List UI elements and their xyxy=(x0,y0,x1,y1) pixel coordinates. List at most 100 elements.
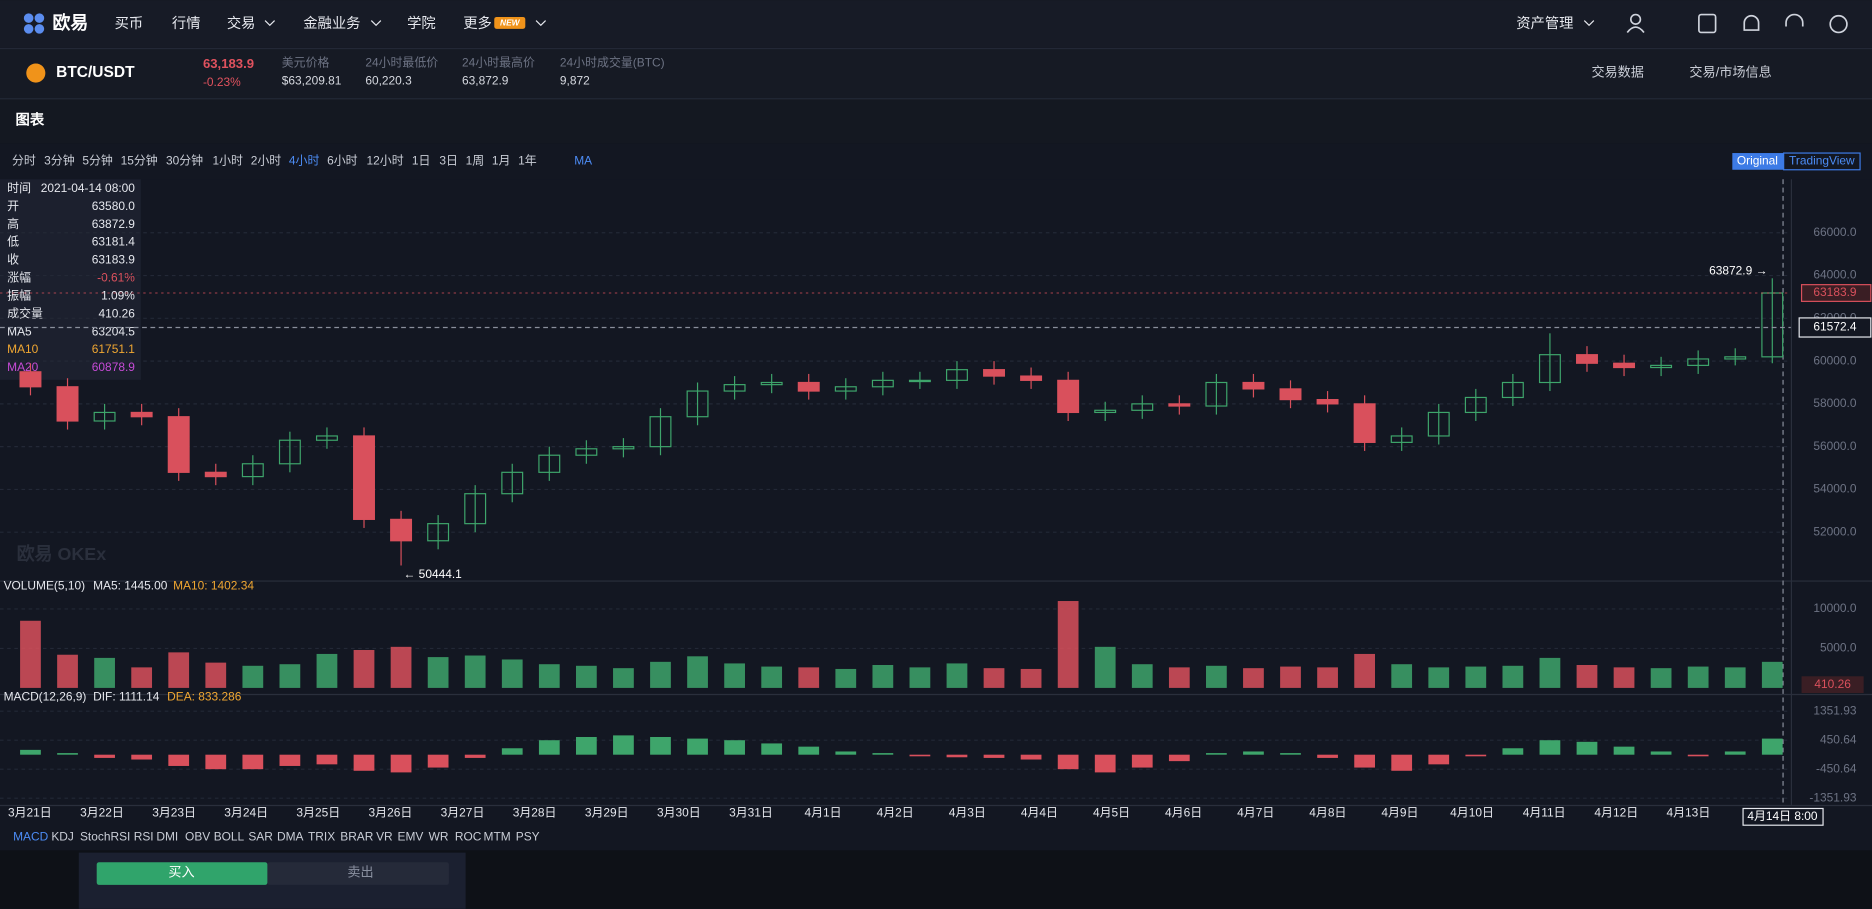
bell-icon[interactable] xyxy=(1743,14,1760,31)
user-icon[interactable] xyxy=(1626,26,1645,33)
indicator-tab[interactable]: TRIX xyxy=(308,829,335,843)
macd-bar xyxy=(1761,738,1783,755)
info-panel xyxy=(0,179,141,380)
x-tick-label: 3月21日 xyxy=(8,805,52,819)
volume-bar xyxy=(316,653,338,688)
sell-button[interactable] xyxy=(267,862,449,885)
interval[interactable]: 30分钟 xyxy=(166,154,203,168)
indicator-tab[interactable]: PSY xyxy=(516,829,540,843)
nav-item[interactable]: 交易 xyxy=(227,14,256,32)
nav-item[interactable]: 行情 xyxy=(172,15,201,32)
x-tick-label: 4月1日 xyxy=(805,805,842,819)
indicator-tab[interactable]: WR xyxy=(429,829,449,843)
user-icon[interactable] xyxy=(1630,13,1642,25)
macd-dif: DIF: 1111.14 xyxy=(93,690,160,704)
candle-body xyxy=(1464,396,1487,414)
nav-item[interactable]: 买币 xyxy=(115,15,144,32)
macd-bar xyxy=(131,754,153,760)
buy-button[interactable] xyxy=(96,862,268,885)
mode-original[interactable]: Original xyxy=(1737,154,1778,168)
account-menu[interactable]: 资产管理 xyxy=(1516,15,1573,32)
info-label: 高 xyxy=(7,217,19,231)
volume-bar xyxy=(687,656,708,688)
volume-bar xyxy=(57,654,78,688)
interval[interactable]: 1日 xyxy=(412,154,431,168)
pair[interactable]: BTC/USDT xyxy=(56,64,135,81)
interval[interactable]: 1月 xyxy=(492,154,511,168)
indicator-tab[interactable]: KDJ xyxy=(51,829,74,843)
interval[interactable]: 12小时 xyxy=(367,154,404,168)
macd-bar xyxy=(353,754,375,771)
min-label: ← 50444.1 xyxy=(403,567,462,581)
x-tick-label: 4月6日 xyxy=(1165,805,1202,819)
interval[interactable]: 3日 xyxy=(439,154,458,168)
candle-body xyxy=(1242,381,1265,390)
interval[interactable]: 1周 xyxy=(466,154,485,168)
indicator-select[interactable]: MA xyxy=(574,154,592,168)
mode-active xyxy=(1732,153,1784,170)
support-icon[interactable] xyxy=(1785,13,1804,27)
volume-tick-label: 5000.0 xyxy=(1820,641,1857,655)
nav-item[interactable]: 金融业务 xyxy=(303,15,360,32)
logo[interactable]: 欧易 xyxy=(53,12,89,33)
indicator-tab[interactable]: ROC xyxy=(455,829,482,843)
candle-body xyxy=(1390,435,1413,443)
sell-label[interactable]: 卖出 xyxy=(347,864,373,879)
interval[interactable]: 1小时 xyxy=(213,154,244,168)
nav-item[interactable]: 更多 xyxy=(463,15,492,32)
info-label: 涨幅 xyxy=(7,271,31,285)
candle-body xyxy=(1427,411,1450,437)
info-label: 收 xyxy=(7,253,19,267)
indicator-tab[interactable]: OBV xyxy=(185,829,210,843)
info-value: 63183.9 xyxy=(92,253,135,267)
chevron xyxy=(370,20,382,27)
x-tick-label: 4月2日 xyxy=(877,805,914,819)
x-tick-label: 4月10日 xyxy=(1450,805,1494,819)
interval[interactable]: 1年 xyxy=(518,154,537,168)
language-icon[interactable] xyxy=(1829,14,1848,34)
interval[interactable]: 15分钟 xyxy=(121,154,158,168)
x-tick-label: 4月11日 xyxy=(1523,805,1566,819)
volume-bar xyxy=(94,657,115,688)
indicator-tab[interactable]: DMA xyxy=(277,829,304,843)
stat-label: 24小时最高价 xyxy=(462,56,535,70)
interval[interactable]: 2小时 xyxy=(251,154,282,168)
indicator-tab[interactable]: BRAR xyxy=(340,829,374,843)
macd-bar xyxy=(650,736,671,755)
interval[interactable]: 4小时 xyxy=(289,154,320,168)
interval[interactable]: 6小时 xyxy=(327,154,358,168)
indicator-tab[interactable]: RSI xyxy=(134,829,154,843)
indicator-tab[interactable]: SAR xyxy=(248,829,273,843)
ticker-bar xyxy=(0,47,1872,99)
volume-bar xyxy=(353,649,375,688)
x-tick-label: 4月9日 xyxy=(1381,805,1418,819)
indicator-tab[interactable]: MTM xyxy=(484,829,511,843)
ticker-link[interactable]: 交易数据 xyxy=(1591,64,1644,80)
indicator-tab[interactable]: StochRSI xyxy=(80,829,130,843)
interval[interactable]: 5分钟 xyxy=(82,154,113,168)
btc-icon xyxy=(26,63,46,83)
indicator-tab[interactable]: EMV xyxy=(398,829,424,843)
interval[interactable]: 3分钟 xyxy=(44,154,75,168)
candle-body xyxy=(649,416,672,448)
volume-ma5: MA5: 1445.00 xyxy=(93,579,168,593)
download-icon[interactable] xyxy=(1698,13,1717,34)
indicator-tab[interactable]: BOLL xyxy=(214,829,245,843)
nav-item[interactable]: 学院 xyxy=(407,15,436,32)
interval[interactable]: 分时 xyxy=(12,154,36,168)
mode-tradingview[interactable]: TradingView xyxy=(1789,154,1855,168)
macd-tick-label: 450.64 xyxy=(1820,732,1857,746)
indicator-tab[interactable]: DMI xyxy=(156,829,178,843)
volume-bar xyxy=(798,667,820,688)
indicator-tab[interactable]: MACD xyxy=(13,829,48,843)
macd-bar xyxy=(20,749,41,755)
volume-bar xyxy=(872,664,894,688)
indicator-tab[interactable]: VR xyxy=(376,829,393,843)
ticker-link[interactable]: 交易/市场信息 xyxy=(1689,64,1771,80)
volume-bar xyxy=(983,668,1005,688)
y-tick-label: 58000.0 xyxy=(1813,396,1856,410)
macd-bar xyxy=(390,754,412,773)
new-badge-text: NEW xyxy=(500,18,521,28)
buy-label[interactable]: 买入 xyxy=(168,864,194,879)
candle-body xyxy=(538,454,561,473)
